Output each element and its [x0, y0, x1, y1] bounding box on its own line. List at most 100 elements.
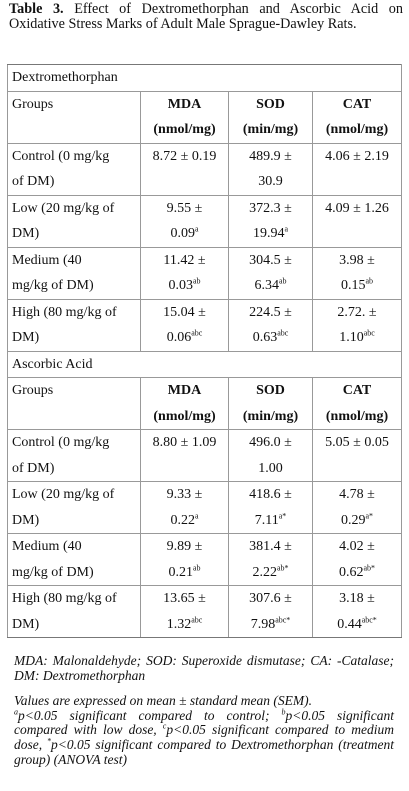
- mda-value: 15.04 ±: [163, 304, 206, 320]
- mda-header-label: MDA: [167, 383, 202, 398]
- cat-value: 4.02 ±: [339, 539, 375, 554]
- groups-header-text: Groups: [12, 96, 54, 112]
- sod-value: 381.4 ±: [249, 539, 292, 554]
- cat-cell: 5.05 ± 0.05: [312, 429, 402, 482]
- mda-header-label: MDA: [167, 96, 202, 112]
- sod-cell: 381.4 ± 2.22ab*: [228, 533, 313, 586]
- sig-c-text: p<0.05 significant compared to medium do…: [14, 722, 394, 752]
- sod-header: SOD (min/mg): [228, 377, 313, 430]
- mda-value-sem: 1.32: [166, 616, 192, 632]
- mda-superscript: ab: [192, 562, 201, 572]
- cat-superscript: a*: [365, 510, 374, 520]
- sig-star-text: p<0.05 significant compared to Dextromet…: [14, 736, 394, 767]
- mda-value: 11.42 ±: [163, 252, 206, 268]
- mda-cell: 13.65 ± 1.32abc: [140, 585, 229, 638]
- sod-header-unit: (min/mg): [242, 122, 299, 137]
- sod-cell: 489.9 ± 30.9: [228, 142, 313, 196]
- sod-header: SOD (min/mg): [228, 90, 313, 144]
- mda-value: 13.65 ±: [163, 591, 206, 606]
- cat-cell: 2.72. ± 1.10abc: [312, 298, 402, 352]
- sod-superscript: ab: [278, 276, 287, 286]
- cat-cell: 3.18 ± 0.44abc*: [312, 585, 402, 638]
- cat-value-sem: 0.29: [340, 512, 366, 528]
- mda-superscript: abc: [191, 614, 203, 624]
- sod-cell: 307.6 ± 7.98abc*: [228, 585, 313, 638]
- sig-c-marker: c: [162, 721, 167, 731]
- table-row: Low (20 mg/kg of DM) 9.55 ±0.09a 372.3 ±19.…: [7, 194, 402, 248]
- mda-value-sem: 0.09: [170, 226, 195, 241]
- section-title-row: Ascorbic Acid: [7, 350, 402, 378]
- sod-cell: 418.6 ± 7.11a*: [228, 481, 313, 534]
- group-label-cont: of DM): [12, 460, 55, 476]
- sod-header-unit: (min/mg): [242, 408, 299, 424]
- sod-value-sem: 7.11: [254, 512, 279, 528]
- mda-cell: 9.33 ± 0.22a: [140, 481, 229, 534]
- sod-superscript: abc*: [275, 614, 291, 624]
- group-label: Control (0 mg/kg: [12, 148, 110, 164]
- mda-value: 9.55 ±: [166, 200, 203, 216]
- cat-value: 2.72. ±: [337, 304, 377, 320]
- header-row: Groups MDA (nmol/mg) SOD (min/mg) CAT (nmol/mg…: [7, 90, 402, 144]
- mda-value: 8.72 ± 0.19: [152, 148, 217, 164]
- group-cell: Low (20 mg/kg of DM): [7, 194, 141, 248]
- cat-cell: 3.98 ± 0.15ab: [312, 246, 402, 300]
- cat-value: 4.06 ± 2.19: [325, 148, 389, 164]
- group-label: High (80 mg/kg of: [12, 304, 117, 320]
- mda-superscript: a: [194, 224, 199, 234]
- sod-cell: 224.5 ± 0.63abc: [228, 298, 313, 352]
- table-footnote: MDA: Malonaldehyde; SOD: Superoxide dism…: [14, 653, 395, 767]
- mda-value: 9.89 ±: [166, 539, 203, 554]
- table-row: Low (20 mg/kg of DM) 9.33 ± 0.22a 418.6 ± 7.1…: [7, 481, 402, 534]
- cat-value-sem: 0.15: [340, 278, 366, 293]
- mda-cell: 11.42 ± 0.03ab: [140, 246, 229, 300]
- section-title: Ascorbic Acid: [7, 350, 402, 378]
- table-label: Table 3.: [9, 1, 64, 17]
- section-title-text: Ascorbic Acid: [12, 356, 93, 372]
- cat-cell: 4.78 ± 0.29a*: [312, 481, 402, 534]
- sod-superscript: ab*: [276, 562, 289, 572]
- mda-value-sem: 0.03: [168, 278, 193, 293]
- mda-header-unit: (nmol/mg): [153, 122, 216, 137]
- groups-header-text: Groups: [12, 383, 54, 398]
- header-row: Groups MDA (nmol/mg) SOD (min/mg) CAT (nmol/mg…: [7, 377, 402, 430]
- sig-b-text: p<0.05 significant compared with low dos…: [14, 707, 395, 738]
- cat-value: 4.78 ±: [339, 487, 375, 502]
- cat-value: 3.18 ±: [339, 591, 375, 606]
- sod-value-sem: 7.98: [250, 616, 276, 632]
- cat-value-sem: 1.10: [339, 330, 364, 345]
- mda-header: MDA (nmol/mg): [140, 377, 229, 430]
- mda-value-sem: 0.21: [168, 564, 193, 580]
- mda-cell: 8.72 ± 0.19: [140, 142, 229, 196]
- cat-cell: 4.09 ± 1.26: [312, 194, 402, 248]
- cat-header: CAT (nmol/mg): [312, 90, 402, 144]
- cat-value: 4.09 ± 1.26: [325, 200, 389, 216]
- group-label: Low (20 mg/kg of: [12, 487, 115, 502]
- sig-a-marker: a: [14, 707, 18, 717]
- group-label-cont: DM): [12, 226, 40, 241]
- sod-header-label: SOD: [256, 383, 285, 398]
- sod-superscript: a*: [278, 510, 287, 520]
- section-title-row: Dextromethorphan: [7, 64, 402, 92]
- sod-superscript: a: [284, 224, 289, 234]
- group-label-cont: of DM): [12, 174, 55, 189]
- cat-superscript: ab*: [363, 562, 376, 572]
- mda-cell: 9.89 ± 0.21ab: [140, 533, 229, 586]
- cat-cell: 4.06 ± 2.19: [312, 142, 402, 196]
- group-label-cont: mg/kg of DM): [12, 564, 94, 580]
- table-row: Control (0 mg/kg of DM) 8.72 ± 0.19 489.9 ±…: [7, 142, 402, 196]
- cat-header-unit: (nmol/mg): [325, 408, 389, 424]
- table-row: Medium (40 mg/kg of DM) 11.42 ±0.03ab 304.5…: [7, 246, 402, 300]
- mda-superscript: a: [194, 510, 199, 520]
- group-label-cont: mg/kg of DM): [12, 278, 94, 293]
- sod-superscript: abc: [277, 328, 289, 338]
- group-label: Medium (40: [12, 539, 82, 554]
- cat-superscript: abc: [363, 328, 375, 338]
- cat-value-sem: 0.62: [338, 564, 364, 580]
- cat-header-label: CAT: [342, 96, 372, 112]
- sod-cell: 372.3 ± 19.94a: [228, 194, 313, 248]
- mda-value-sem: 0.06: [166, 330, 192, 345]
- section-title: Dextromethorphan: [7, 64, 402, 92]
- group-label: Low (20 mg/kg of: [12, 200, 115, 216]
- cat-header: CAT (nmol/mg): [312, 377, 402, 430]
- cat-superscript: ab: [365, 276, 374, 286]
